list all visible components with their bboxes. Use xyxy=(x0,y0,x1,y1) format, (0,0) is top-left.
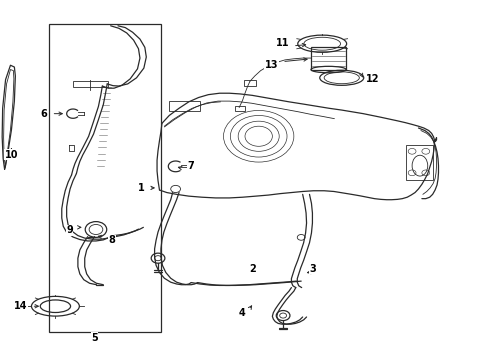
Text: 10: 10 xyxy=(5,150,18,160)
Text: 6: 6 xyxy=(41,109,48,119)
Text: 8: 8 xyxy=(108,235,115,245)
Text: 2: 2 xyxy=(249,264,256,274)
Text: 12: 12 xyxy=(366,74,380,84)
Bar xyxy=(311,47,346,69)
Bar xyxy=(244,80,256,86)
Text: 5: 5 xyxy=(91,333,98,343)
Bar xyxy=(169,101,199,111)
Bar xyxy=(235,106,245,111)
Bar xyxy=(49,24,161,332)
Text: 7: 7 xyxy=(187,161,194,171)
Text: 1: 1 xyxy=(138,183,145,193)
Text: 3: 3 xyxy=(309,264,316,274)
Text: 9: 9 xyxy=(66,225,73,235)
Text: 4: 4 xyxy=(238,308,245,318)
Bar xyxy=(73,81,108,87)
Bar xyxy=(406,145,433,180)
Text: 14: 14 xyxy=(14,301,27,311)
Text: 11: 11 xyxy=(275,38,289,48)
Text: 13: 13 xyxy=(265,59,278,69)
